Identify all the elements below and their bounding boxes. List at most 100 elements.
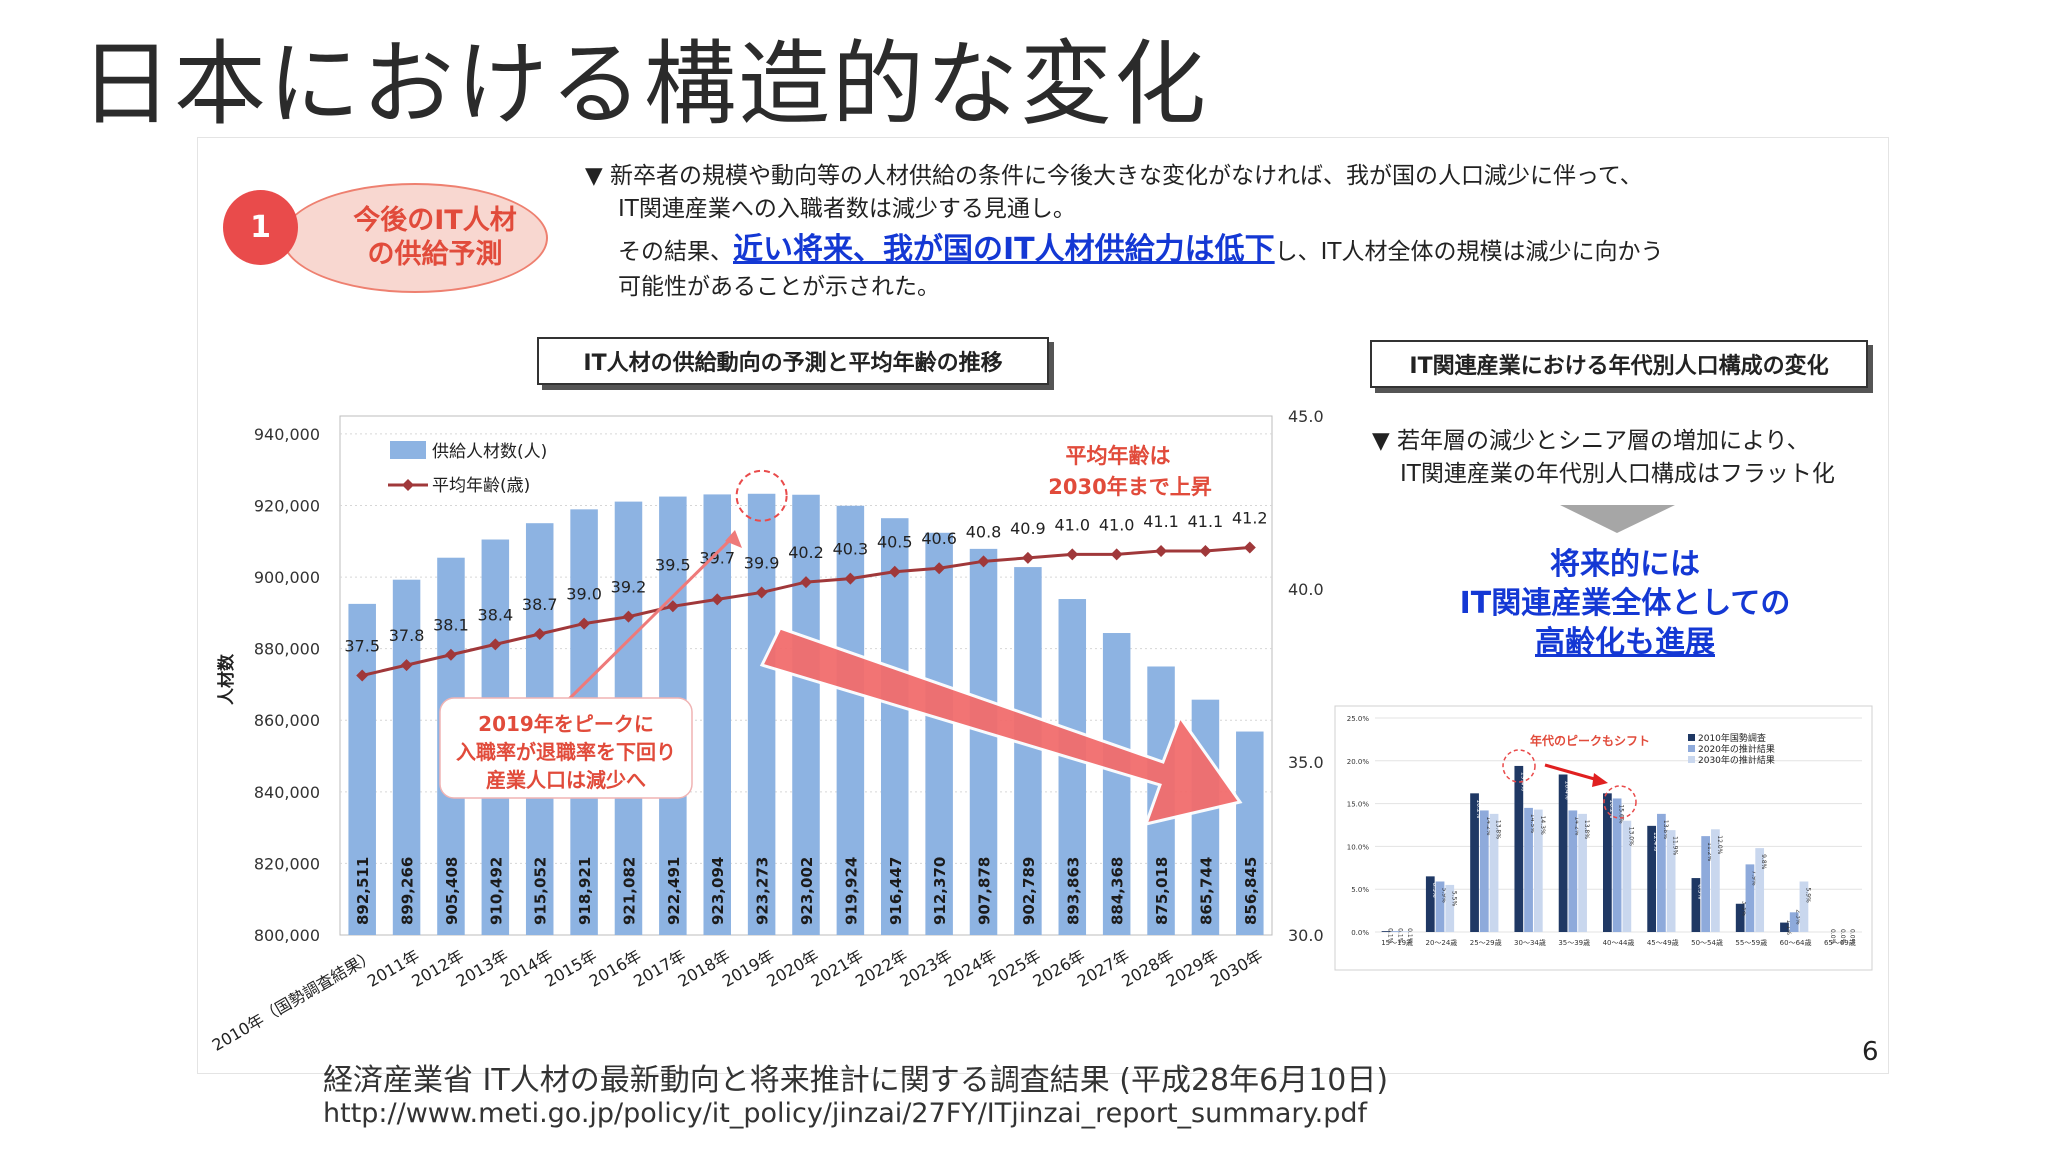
small-bar-label: 5.9%	[1804, 887, 1811, 903]
small-legend-swatch	[1688, 734, 1695, 741]
supply-bar	[925, 532, 953, 935]
average-age-label: 39.2	[611, 578, 647, 597]
small-bar-label: 12.0%	[1716, 835, 1723, 854]
average-age-point	[888, 565, 901, 578]
badge-line1: 今後のIT人材	[353, 205, 517, 237]
peak-note-line: 入職率が退職率を下回り	[456, 740, 676, 764]
aging-line2: IT関連産業全体としての	[1459, 586, 1791, 621]
peak-note-line: 産業人口は減少へ	[486, 768, 646, 792]
bar-value-label: 856,845	[1242, 857, 1260, 925]
small-bar	[1789, 912, 1799, 932]
supply-bar	[392, 579, 421, 935]
small-bar	[1401, 931, 1410, 932]
small-bar-label: 5.5%	[1450, 891, 1457, 907]
small-bar-label: 5.9%	[1441, 887, 1448, 903]
small-bar-label: 15.6%	[1618, 804, 1625, 823]
supply-forecast-badge: 今後のIT人材 の供給予測	[282, 183, 548, 293]
small-bar	[1701, 836, 1711, 932]
small-bar	[1514, 765, 1524, 932]
small-y-tick: 5.0%	[1351, 886, 1369, 894]
bar-value-label: 919,924	[842, 857, 860, 925]
right-text-line2: IT関連産業の年代別人口構成はフラット化	[1400, 461, 1835, 488]
bar-value-label: 923,273	[754, 857, 772, 925]
small-bar	[1524, 807, 1533, 932]
average-age-point	[800, 576, 812, 589]
average-age-point	[844, 572, 857, 585]
summary-line3-pre: その結果、	[618, 239, 733, 265]
summary-line4: 可能性があることが示された。	[618, 274, 940, 300]
average-age-label: 40.9	[1010, 519, 1046, 538]
aging-line3: 高齢化も進展	[1535, 625, 1715, 660]
bar-value-label: 875,018	[1153, 857, 1171, 925]
y-tick-label: 800,000	[254, 926, 320, 945]
small-x-label: 50～54歳	[1691, 938, 1723, 947]
average-age-point	[356, 669, 369, 682]
small-x-label: 65～69歳	[1824, 938, 1856, 947]
bar-value-label: 884,368	[1109, 857, 1127, 925]
small-bar	[1612, 798, 1622, 932]
small-bar	[1745, 864, 1755, 932]
source-url[interactable]: http://www.meti.go.jp/policy/it_policy/j…	[323, 1098, 1367, 1129]
average-age-label: 41.2	[1232, 508, 1268, 527]
small-y-tick: 20.0%	[1347, 758, 1370, 766]
supply-bar	[1058, 599, 1087, 935]
average-age-point	[755, 586, 768, 599]
y2-tick-label: 30.0	[1288, 926, 1324, 945]
small-bar	[1568, 810, 1578, 932]
small-bar-label: 11.2%	[1706, 842, 1713, 861]
small-x-label: 30～34歳	[1514, 938, 1546, 947]
small-bar	[1381, 931, 1391, 932]
small-bar-label: 16.2%	[1475, 799, 1482, 818]
average-age-label: 40.3	[833, 540, 869, 559]
small-bar	[1445, 884, 1455, 932]
legend-label-line: 平均年齢(歳)	[432, 476, 530, 496]
average-age-point	[1243, 541, 1256, 554]
small-bar	[1578, 813, 1587, 932]
small-x-label: 45～49歳	[1647, 938, 1679, 947]
y-tick-label: 940,000	[254, 425, 320, 444]
average-age-point	[1155, 544, 1168, 557]
y-tick-label: 900,000	[254, 568, 320, 587]
small-bar-label: 7.9%	[1750, 870, 1757, 886]
average-age-label: 41.1	[1188, 512, 1224, 531]
bar-value-label: 893,863	[1064, 857, 1082, 925]
small-bar-label: 0.0%	[1839, 929, 1846, 945]
small-legend-label: 2020年の推計結果	[1698, 743, 1775, 755]
small-bar-label: 14.5%	[1529, 814, 1536, 833]
small-bar-label: 0.1%	[1406, 928, 1413, 944]
peak-note-box	[439, 697, 693, 799]
average-age-point	[977, 555, 990, 568]
small-bar-label: 14.2%	[1573, 816, 1580, 835]
small-bar-label: 3.3%	[1741, 901, 1748, 917]
bar-value-label: 921,082	[620, 857, 638, 925]
small-bar-label: 12.4%	[1652, 832, 1659, 851]
y-tick-label: 920,000	[254, 496, 320, 515]
small-legend-label: 2010年国勢調査	[1698, 732, 1766, 744]
bar-value-label: 910,492	[487, 857, 505, 925]
legend-swatch-marker	[402, 479, 414, 491]
small-x-label: 35～39歳	[1558, 938, 1590, 947]
small-bar	[1691, 878, 1701, 932]
bar-value-label: 915,052	[532, 857, 550, 925]
average-age-point	[1110, 548, 1123, 561]
small-legend-swatch	[1688, 756, 1695, 763]
bar-value-label: 905,408	[443, 857, 461, 925]
legend-label-bar: 供給人材数(人)	[432, 442, 547, 462]
average-age-label: 41.1	[1143, 512, 1179, 531]
bar-value-label: 923,094	[709, 857, 727, 925]
average-age-point	[444, 648, 457, 661]
small-x-label: 60～64歳	[1780, 938, 1812, 947]
y2-tick-label: 35.0	[1288, 753, 1324, 772]
average-age-point	[1199, 544, 1212, 557]
decline-arrow	[759, 626, 1243, 827]
y2-tick-label: 40.0	[1288, 580, 1324, 599]
small-x-label: 55～59歳	[1735, 938, 1767, 947]
small-bar	[1799, 881, 1809, 932]
small-bar-label: 0.1%	[1387, 928, 1394, 944]
small-chart-note: 年代のピークもシフト	[1530, 733, 1650, 748]
summary-line1: ▼ 新卒者の規模や動向等の人材供給の条件に今後大きな変化がなければ、我が国の人口…	[585, 163, 1643, 189]
small-bar-label: 13.8%	[1583, 820, 1590, 839]
average-age-point	[400, 659, 413, 672]
